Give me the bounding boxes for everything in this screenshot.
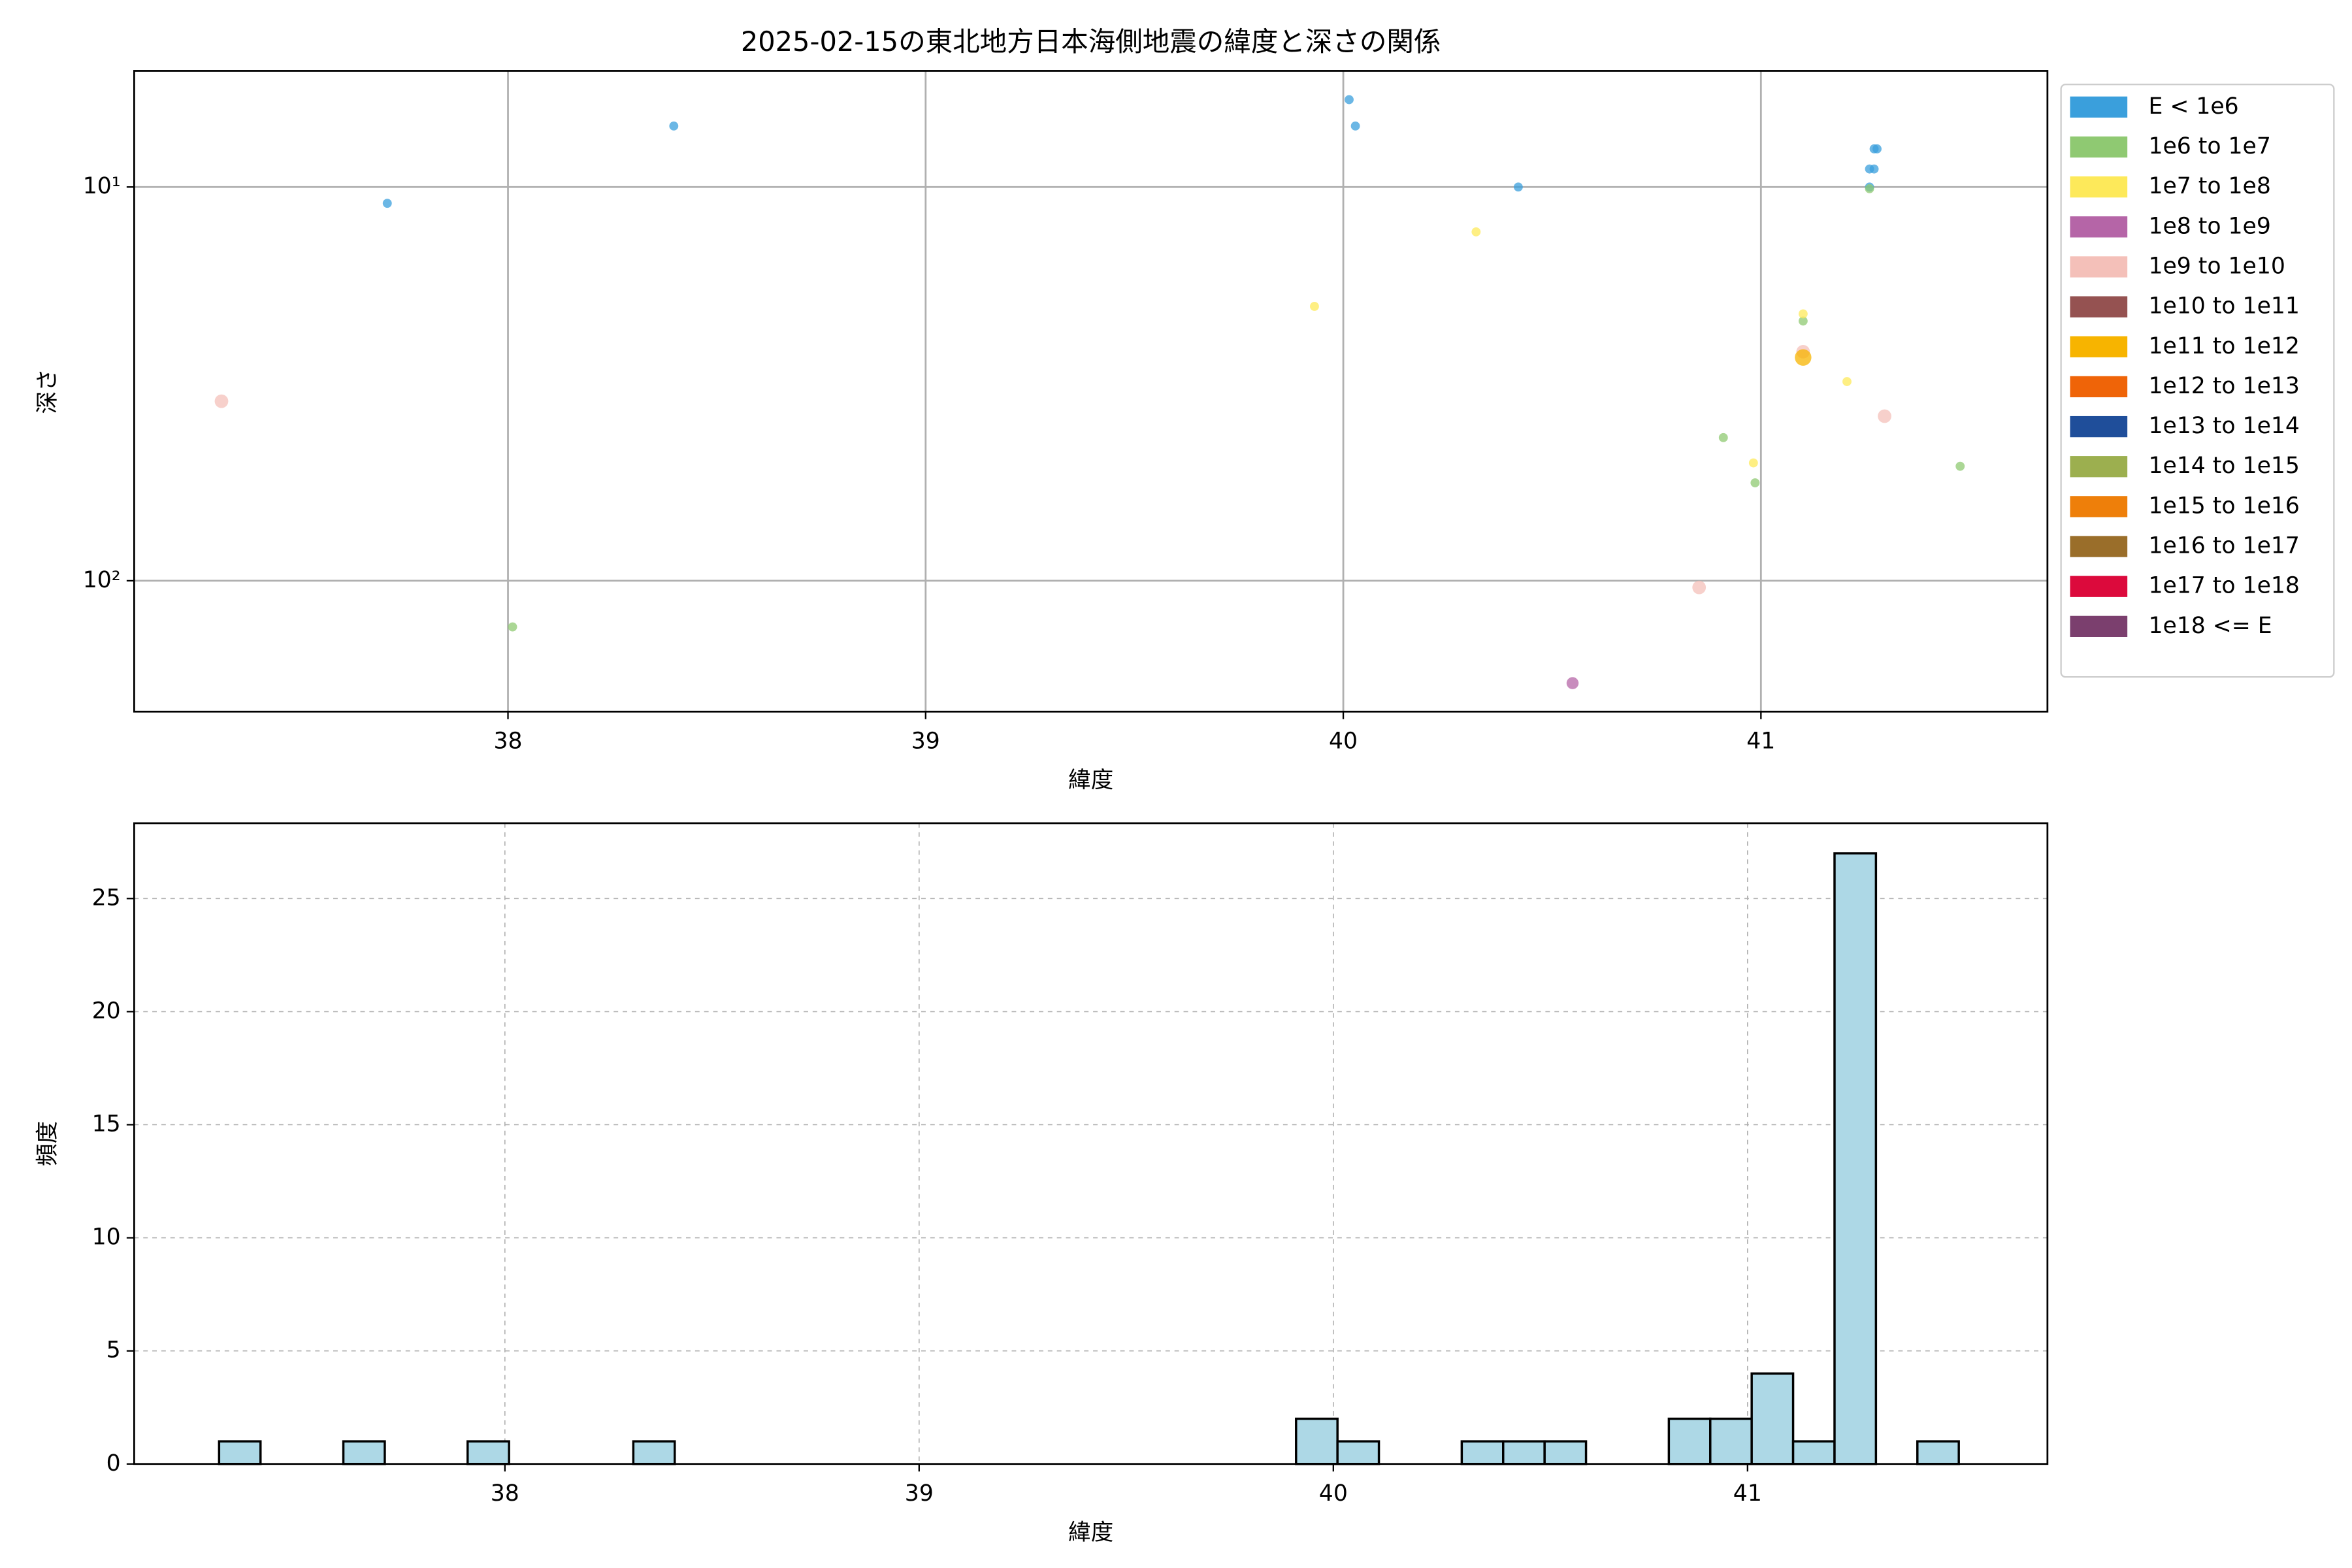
data-point xyxy=(1718,433,1728,442)
legend-box xyxy=(2060,84,2335,678)
legend-label: 1e13 to 1e14 xyxy=(2148,413,2299,439)
legend-swatch xyxy=(2070,615,2128,637)
histogram-bar xyxy=(342,1440,386,1465)
histogram-bar xyxy=(1833,852,1878,1465)
data-point xyxy=(1869,164,1879,174)
legend-label: 1e11 to 1e12 xyxy=(2148,333,2299,359)
legend-label: 1e14 to 1e15 xyxy=(2148,453,2299,479)
x-tick-label: 38 xyxy=(491,1480,519,1507)
x-tick-label: 39 xyxy=(911,728,940,754)
histogram-bar xyxy=(1709,1417,1753,1465)
histogram-bar xyxy=(218,1440,262,1465)
histogram-bar xyxy=(1460,1440,1505,1465)
data-point xyxy=(214,394,229,408)
legend-swatch xyxy=(2070,176,2128,198)
data-point xyxy=(1513,182,1523,192)
x-tick-label: 39 xyxy=(905,1480,934,1507)
data-point xyxy=(1692,580,1707,595)
y-tick-label: 15 xyxy=(92,1111,121,1137)
legend-label: 1e12 to 1e13 xyxy=(2148,373,2299,399)
data-point xyxy=(1955,461,1965,471)
x-tick-label: 41 xyxy=(1746,728,1775,754)
data-point xyxy=(1350,121,1360,131)
data-point xyxy=(1310,302,1319,311)
legend-label: 1e18 <= E xyxy=(2148,613,2272,639)
legend-swatch xyxy=(2070,336,2128,357)
legend-label: E < 1e6 xyxy=(2148,93,2238,120)
histogram-bar xyxy=(1336,1440,1380,1465)
histogram-bar xyxy=(632,1440,676,1465)
data-point xyxy=(1865,184,1874,193)
x-tick-label: 40 xyxy=(1329,728,1358,754)
legend-swatch xyxy=(2070,376,2128,398)
y-tick-label: 10¹ xyxy=(83,173,121,199)
legend-label: 1e6 to 1e7 xyxy=(2148,133,2270,159)
histogram-bar xyxy=(1916,1440,1960,1465)
legend-swatch xyxy=(2070,576,2128,597)
legend-swatch xyxy=(2070,296,2128,318)
data-point xyxy=(1798,316,1808,326)
histogram-bar xyxy=(1502,1440,1546,1465)
y-axis-label: 頻度 xyxy=(35,1121,61,1166)
data-point xyxy=(1795,349,1812,366)
y-tick-label: 20 xyxy=(92,998,121,1024)
legend-swatch xyxy=(2070,536,2128,557)
y-tick-label: 5 xyxy=(106,1337,121,1364)
data-point xyxy=(1842,377,1852,386)
data-point xyxy=(1345,95,1354,105)
legend-swatch xyxy=(2070,416,2128,438)
legend-label: 1e8 to 1e9 xyxy=(2148,213,2270,239)
histogram-bar xyxy=(1750,1372,1795,1465)
y-tick-label: 10 xyxy=(92,1224,121,1250)
data-point xyxy=(1872,144,1882,154)
x-tick-label: 41 xyxy=(1733,1480,1762,1507)
histogram-bar xyxy=(1667,1417,1712,1465)
legend-label: 1e15 to 1e16 xyxy=(2148,493,2299,519)
legend-label: 1e10 to 1e11 xyxy=(2148,293,2299,319)
x-axis-label: 緯度 xyxy=(1068,767,1113,793)
legend-swatch xyxy=(2070,136,2128,158)
histogram-bar xyxy=(466,1440,510,1465)
data-point xyxy=(382,199,392,208)
legend-label: 1e16 to 1e17 xyxy=(2148,533,2299,559)
chart-title: 2025-02-15の東北地方日本海側地震の緯度と深さの関係 xyxy=(741,25,1441,57)
data-point xyxy=(1471,227,1481,237)
data-point xyxy=(508,622,517,632)
plot-frame xyxy=(133,70,2049,713)
legend-swatch xyxy=(2070,256,2128,278)
x-axis-label: 緯度 xyxy=(1068,1520,1113,1546)
legend-swatch xyxy=(2070,96,2128,118)
plot-frame xyxy=(133,822,2049,1465)
y-tick-label: 0 xyxy=(106,1450,121,1477)
histogram-bar xyxy=(1295,1417,1339,1465)
data-point xyxy=(1878,409,1891,423)
legend-swatch xyxy=(2070,216,2128,238)
data-point xyxy=(1566,677,1579,689)
legend-swatch xyxy=(2070,456,2128,478)
data-point xyxy=(1750,478,1760,487)
data-point xyxy=(669,121,679,131)
legend-label: 1e9 to 1e10 xyxy=(2148,253,2285,279)
x-tick-label: 38 xyxy=(494,728,523,754)
y-tick-label: 10² xyxy=(83,567,121,593)
histogram-bar xyxy=(1791,1440,1836,1465)
y-tick-label: 25 xyxy=(92,885,121,911)
histogram-bar xyxy=(1543,1440,1588,1465)
data-point xyxy=(1748,458,1758,468)
x-tick-label: 40 xyxy=(1319,1480,1348,1507)
data-point xyxy=(1798,309,1808,319)
legend-label: 1e17 to 1e18 xyxy=(2148,573,2299,599)
y-axis-label: 深さ xyxy=(35,368,61,414)
legend-label: 1e7 to 1e8 xyxy=(2148,173,2270,199)
legend-swatch xyxy=(2070,496,2128,517)
